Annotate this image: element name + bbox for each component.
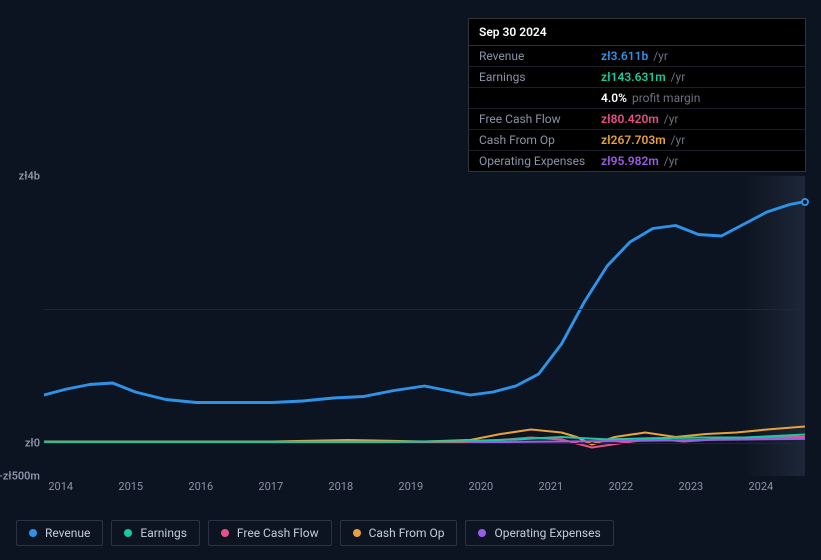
x-axis-label: 2015	[118, 480, 143, 493]
x-axis-label: 2022	[608, 480, 633, 493]
tooltip-row: Free Cash Flow zł80.420m /yr	[469, 109, 805, 130]
legend-dot-icon	[124, 529, 132, 537]
y-axis-label: -zł500m	[0, 470, 44, 483]
tooltip-metric-value: 4.0% profit margin	[601, 91, 700, 105]
x-axis-label: 2024	[748, 480, 773, 493]
tooltip-metric-label	[479, 91, 589, 105]
financials-chart: zł4bzł0-zł500m 2014201520162017201820192…	[16, 158, 805, 498]
x-axis: 2014 2015 2016 2017 2018 2019 2020 2021 2022 2023…	[44, 480, 805, 498]
tooltip-metric-value: zł267.703m /yr	[601, 133, 685, 147]
chart-svg	[44, 176, 805, 476]
tooltip-row: Revenue zł3.611b /yr	[469, 46, 805, 67]
chart-legend: Revenue Earnings Free Cash Flow Cash From O…	[16, 520, 614, 546]
legend-item-operating-expenses[interactable]: Operating Expenses	[465, 520, 613, 546]
x-axis-label: 2016	[188, 480, 213, 493]
chart-plot-area[interactable]: zł4bzł0-zł500m	[44, 176, 805, 476]
series-end-marker	[801, 198, 809, 206]
gridline	[44, 443, 805, 444]
x-axis-label: 2021	[538, 480, 563, 493]
legend-label: Earnings	[140, 526, 187, 540]
x-axis-label: 2017	[258, 480, 283, 493]
x-axis-label: 2023	[678, 480, 703, 493]
legend-item-free-cash-flow[interactable]: Free Cash Flow	[208, 520, 332, 546]
legend-dot-icon	[478, 529, 486, 537]
tooltip-date: Sep 30 2024	[469, 19, 805, 46]
x-axis-label: 2019	[398, 480, 423, 493]
legend-dot-icon	[29, 529, 37, 537]
legend-item-earnings[interactable]: Earnings	[111, 520, 200, 546]
tooltip-row: 4.0% profit margin	[469, 88, 805, 109]
tooltip-metric-label: Operating Expenses	[479, 154, 589, 168]
gridline	[44, 309, 805, 310]
tooltip-metric-value: zł80.420m /yr	[601, 112, 678, 126]
chart-tooltip: Sep 30 2024 Revenue zł3.611b /yr Earnings z…	[468, 18, 806, 172]
y-axis-label: zł0	[25, 436, 44, 449]
legend-label: Revenue	[45, 526, 90, 540]
x-axis-label: 2014	[48, 480, 73, 493]
tooltip-metric-label: Revenue	[479, 49, 589, 63]
legend-dot-icon	[221, 529, 229, 537]
tooltip-metric-value: zł95.982m /yr	[601, 154, 678, 168]
x-axis-label: 2020	[468, 480, 493, 493]
tooltip-metric-label: Free Cash Flow	[479, 112, 589, 126]
tooltip-metric-value: zł3.611b /yr	[601, 49, 668, 63]
tooltip-metric-label: Earnings	[479, 70, 589, 84]
legend-label: Cash From Op	[369, 526, 445, 540]
legend-dot-icon	[353, 529, 361, 537]
tooltip-metric-label: Cash From Op	[479, 133, 589, 147]
series-revenue	[44, 202, 805, 403]
x-axis-label: 2018	[328, 480, 353, 493]
tooltip-row: Cash From Op zł267.703m /yr	[469, 130, 805, 151]
tooltip-row: Earnings zł143.631m /yr	[469, 67, 805, 88]
tooltip-metric-value: zł143.631m /yr	[601, 70, 685, 84]
legend-label: Operating Expenses	[494, 526, 600, 540]
legend-item-cash-from-op[interactable]: Cash From Op	[340, 520, 458, 546]
legend-item-revenue[interactable]: Revenue	[16, 520, 103, 546]
y-axis-label: zł4b	[19, 170, 44, 183]
tooltip-row: Operating Expenses zł95.982m /yr	[469, 151, 805, 171]
legend-label: Free Cash Flow	[237, 526, 319, 540]
